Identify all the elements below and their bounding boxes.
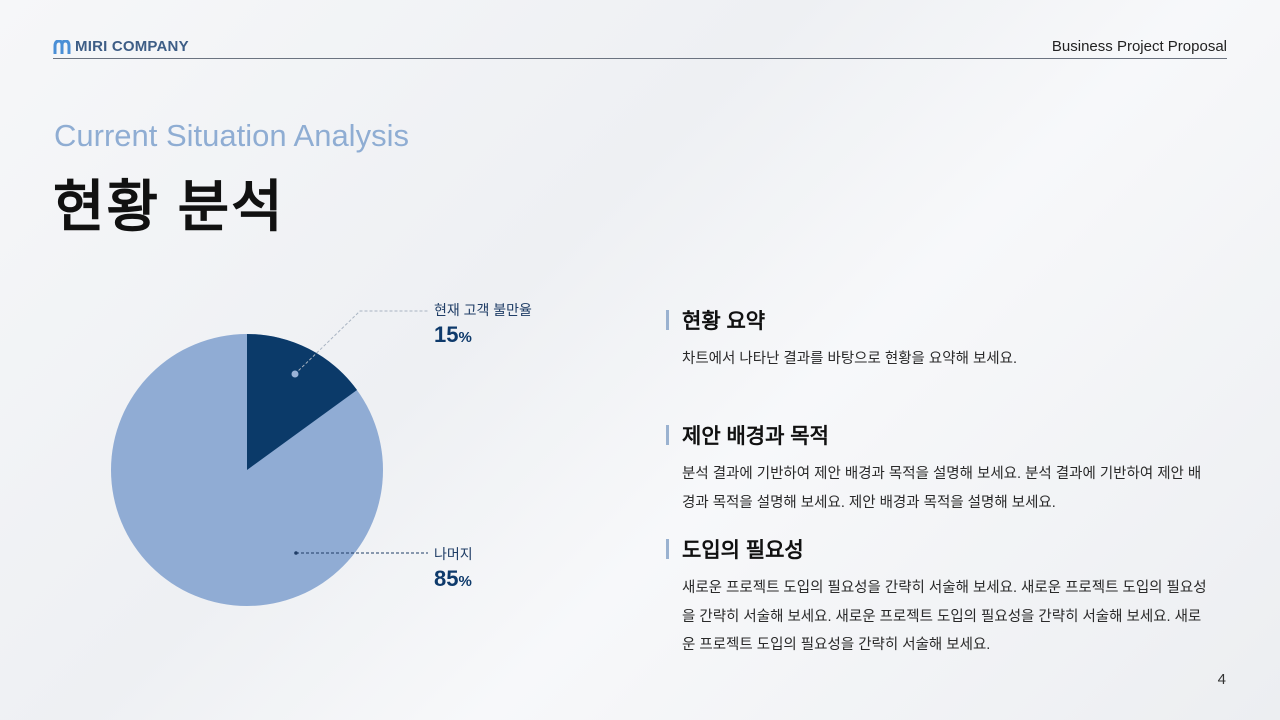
company-logo: MIRI COMPANY — [53, 38, 189, 55]
callout-label: 나머지 — [434, 546, 473, 562]
callout-value: 15% — [434, 322, 472, 347]
section-summary: 현황 요약 차트에서 나타난 결과를 바탕으로 현황을 요약해 보세요. — [666, 305, 1226, 374]
section-body: 분석 결과에 기반하여 제안 배경과 목적을 설명해 보세요. 분석 결과에 기… — [682, 466, 1202, 511]
callout-dissatisfaction: 현재 고객 불만율 15% — [434, 300, 532, 348]
section-title: 제안 배경과 목적 — [682, 425, 829, 448]
section-accent-bar — [666, 539, 669, 559]
section-body: 새로운 프로젝트 도입의 필요성을 간략히 서술해 보세요. 새로운 프로젝트 … — [682, 580, 1207, 653]
section-title: 도입의 필요성 — [682, 539, 804, 562]
callout-label: 현재 고객 불만율 — [434, 302, 532, 318]
document-title: Business Project Proposal — [1051, 38, 1227, 55]
slide-header: MIRI COMPANY Business Project Proposal — [53, 36, 1227, 59]
section-background-purpose: 제안 배경과 목적 분석 결과에 기반하여 제안 배경과 목적을 설명해 보세요… — [666, 420, 1226, 517]
section-accent-bar — [666, 310, 669, 330]
page-number: 4 — [1217, 671, 1226, 688]
section-title: 현황 요약 — [682, 310, 766, 333]
company-name: MIRI COMPANY — [75, 38, 189, 55]
section-necessity: 도입의 필요성 새로운 프로젝트 도입의 필요성을 간략히 서술해 보세요. 새… — [666, 534, 1226, 660]
callout-leader-line — [294, 310, 428, 375]
callout-rest: 나머지 85% — [434, 544, 473, 592]
callout-value: 85% — [434, 566, 472, 591]
callout-marker-dot — [294, 551, 298, 555]
callout-marker-dot — [291, 370, 299, 378]
section-accent-bar — [666, 425, 669, 445]
logo-m-icon — [53, 39, 71, 54]
pie-chart — [111, 310, 428, 606]
section-body: 차트에서 나타난 결과를 바탕으로 현황을 요약해 보세요. — [682, 351, 1018, 367]
page-title: 현황 분석 — [53, 175, 285, 238]
page-subtitle: Current Situation Analysis — [54, 118, 409, 153]
pie-slice-dissatisfaction — [247, 334, 357, 470]
